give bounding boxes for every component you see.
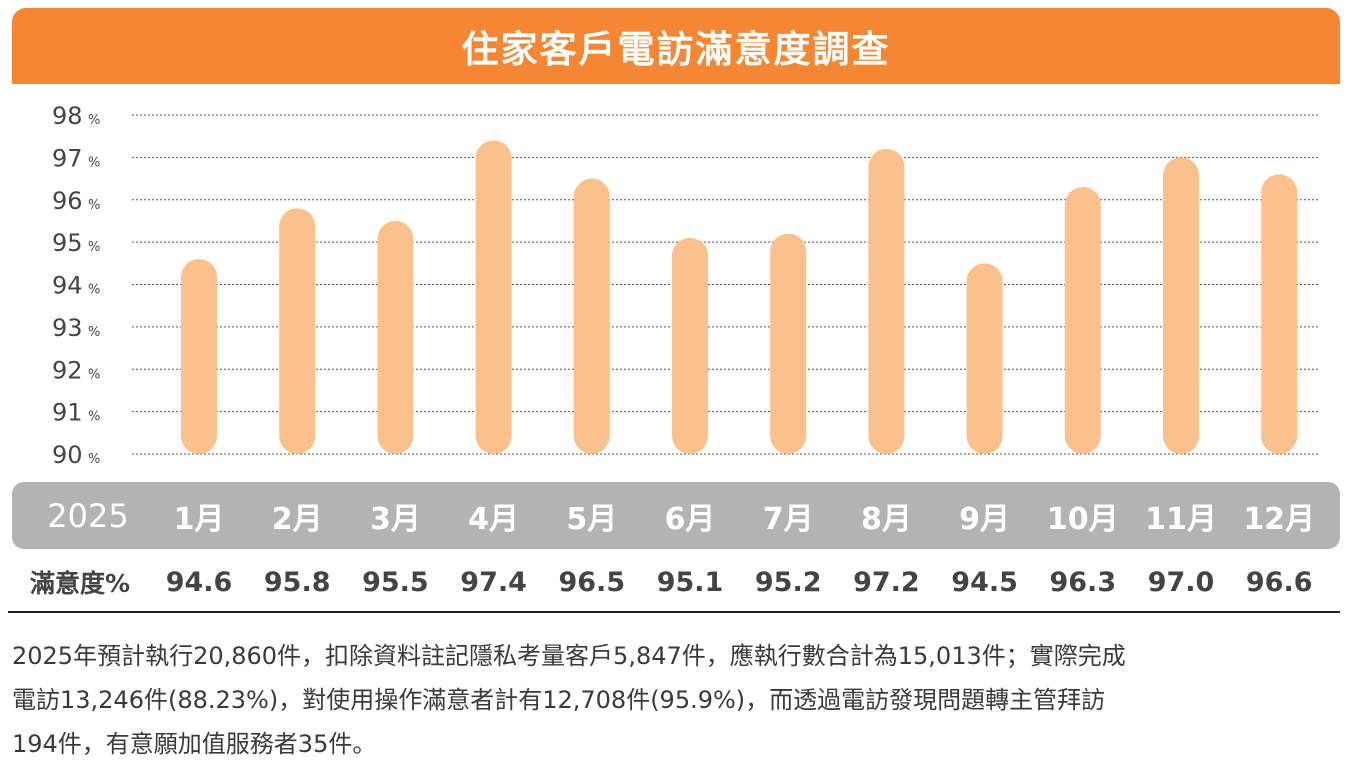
y-tick-label: 96 — [52, 187, 83, 215]
bar-chart: 98 % 97 % 96 % 95 % 94 % 93 % 92 % 91 % 90% — [52, 102, 1318, 469]
x-axis-band: 2025 1月 2月 3月 4月 5月 6月 7月 8月 9月 10月 11月 12月 — [12, 482, 1340, 549]
value-row: 滿意度% 94.6 95.8 95.5 97.4 96.5 95.1 95.2 97.2 94.… — [0, 556, 1350, 608]
x-tick-label: 8月 — [860, 501, 912, 537]
x-tick-label: 6月 — [664, 501, 716, 537]
bar-11 — [1163, 157, 1199, 454]
y-tick-label: 90 — [52, 441, 83, 469]
data-label: 95.2 — [754, 566, 822, 598]
y-tick-label: 91 — [52, 399, 83, 427]
value-row-label: 滿意度% — [30, 569, 131, 598]
bar-5 — [573, 178, 610, 454]
chart-title: 住家客戶電訪滿意度調查 — [461, 28, 891, 71]
y-tick-label: 93 — [52, 314, 83, 342]
data-label: 96.3 — [1049, 566, 1117, 598]
y-tick-unit: % — [88, 452, 100, 467]
year-label: 2025 — [47, 496, 129, 535]
y-tick-label: 92 — [52, 356, 83, 384]
x-tick-label: 12月 — [1243, 501, 1316, 537]
y-tick-label: 94 — [52, 272, 83, 300]
bar-2 — [279, 208, 316, 454]
y-tick-unit: % — [88, 410, 100, 425]
y-tick-label: 98 — [52, 102, 83, 130]
y-tick-unit: % — [88, 283, 100, 298]
bar-6 — [672, 237, 708, 454]
bar-1 — [181, 259, 217, 454]
description-line: 電訪13,246件(88.23%)，對使用操作滿意者計有12,708件(95.9… — [12, 686, 1106, 714]
y-tick-unit: % — [88, 325, 100, 340]
y-tick-unit: % — [88, 113, 100, 128]
bar-7 — [770, 233, 807, 454]
y-tick-unit: % — [88, 198, 100, 213]
x-tick-label: 7月 — [762, 501, 814, 537]
y-tick-unit: % — [88, 155, 100, 170]
bar-12 — [1261, 174, 1298, 454]
x-tick-label: 5月 — [566, 501, 618, 537]
x-tick-label: 3月 — [369, 501, 421, 537]
data-label: 94.6 — [165, 566, 233, 598]
data-label: 95.5 — [362, 566, 429, 598]
bar-8 — [868, 148, 905, 454]
data-label: 95.1 — [656, 566, 724, 598]
y-tick-unit: % — [88, 240, 100, 255]
x-tick-label: 4月 — [468, 501, 520, 537]
description-line: 2025年預計執行20,860件，扣除資料註記隱私考量客戶5,847件，應執行數… — [12, 642, 1126, 670]
y-tick-label: 95 — [52, 229, 83, 257]
x-tick-label: 11月 — [1145, 501, 1217, 537]
x-tick-label: 1月 — [173, 501, 225, 537]
divider — [8, 611, 1340, 613]
data-label: 96.6 — [1245, 566, 1313, 598]
bar-9 — [966, 263, 1003, 454]
data-label: 97.4 — [460, 566, 527, 598]
x-tick-label: 9月 — [959, 501, 1011, 537]
y-tick-unit: % — [88, 367, 100, 382]
x-tick-label: 2月 — [271, 501, 323, 537]
data-label: 94.5 — [951, 566, 1018, 598]
y-tick-label: 97 — [52, 144, 83, 172]
title-banner: 住家客戶電訪滿意度調查 — [12, 8, 1340, 84]
description: 2025年預計執行20,860件，扣除資料註記隱私考量客戶5,847件，應執行數… — [12, 634, 1344, 766]
data-label: 97.0 — [1147, 566, 1215, 598]
bar-10 — [1064, 187, 1101, 454]
bar-3 — [377, 220, 414, 454]
bar-4 — [475, 140, 512, 455]
data-label: 96.5 — [558, 566, 626, 598]
description-line: 194件，有意願加值服務者35件。 — [12, 730, 377, 758]
x-tick-label: 10月 — [1046, 501, 1119, 537]
data-label: 97.2 — [853, 566, 920, 598]
data-label: 95.8 — [263, 566, 331, 598]
